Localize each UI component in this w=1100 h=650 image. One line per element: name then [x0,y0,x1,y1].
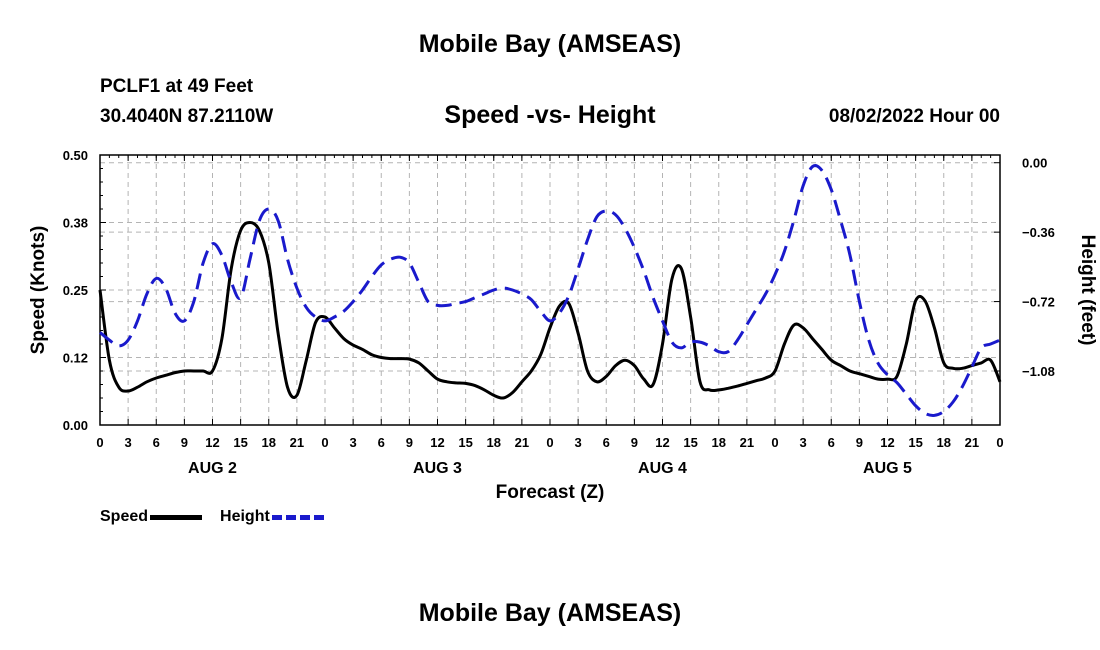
axis-ticks [99,154,1001,426]
x-tick-label: 9 [406,435,413,450]
coordinates-label: 30.4040N 87.2110W [100,106,274,127]
x-tick-label: 6 [603,435,610,450]
x-tick-label: 6 [153,435,160,450]
x-tick-label: 12 [880,435,894,450]
x-tick-label: 18 [487,435,501,450]
chart-main-title-bottom: Mobile Bay (AMSEAS) [418,599,682,627]
day-label: AUG 4 [638,460,687,477]
x-tick-label: 0 [546,435,553,450]
day-label: AUG 5 [863,460,912,477]
x-tick-label: 0 [321,435,328,450]
x-tick-label: 21 [740,435,754,450]
x-tick-label: 12 [655,435,669,450]
x-tick-label: 15 [233,435,247,450]
x-axis-title: Forecast (Z) [495,482,605,503]
forecast-datetime: 08/02/2022 Hour 00 [828,106,1000,127]
y-tick-label: 0.25 [63,283,88,298]
y-tick-label: 0.12 [63,351,88,366]
x-tick-label: 9 [181,435,188,450]
x-tick-label: 9 [631,435,638,450]
x-tick-label: 3 [800,435,807,450]
x-tick-label: 0 [771,435,778,450]
y2-axis-title: Height (feet) [1077,235,1098,346]
x-tick-label: 18 [262,435,276,450]
day-label: AUG 3 [413,460,462,477]
legend-speed: Speed [100,508,203,526]
height-series-line [99,164,1001,417]
legend-height-label: Height [220,508,270,525]
x-tick-label: 12 [430,435,444,450]
x-tick-label: 15 [683,435,697,450]
x-tick-label: 21 [965,435,979,450]
x-tick-label: 0 [96,435,103,450]
y-tick-label: 0.00 [63,418,88,433]
y-tick-label: 0.50 [63,148,88,163]
x-tick-label: 6 [378,435,385,450]
y2-tick-label: 0.00 [1022,156,1047,171]
chart-main-title: Mobile Bay (AMSEAS) [418,30,682,58]
x-tick-label: 15 [458,435,472,450]
legend-height-swatch [271,514,324,520]
chart-legend: Speed Height [100,508,342,526]
speed-series-line [98,221,1002,400]
x-tick-label: 21 [515,435,529,450]
y2-tick-label: −0.36 [1022,225,1055,240]
x-tick-label: 0 [996,435,1003,450]
axis-tick-labels: 0 3 6 9 12 15 18 21 0 3 6 9 12 15 18 21 0 3 6 9 12 15 18 21 0 3 6 9… [63,148,1055,477]
x-tick-label: 3 [350,435,357,450]
x-tick-label: 12 [205,435,219,450]
legend-speed-label: Speed [100,508,149,525]
x-tick-label: 21 [290,435,304,450]
series-lines [98,164,1002,417]
y-tick-label: 0.38 [63,216,88,231]
legend-height: Height [220,508,324,526]
y-axis-title: Speed (Knots) [28,226,49,355]
x-tick-label: 18 [712,435,726,450]
x-tick-label: 18 [937,435,951,450]
x-tick-label: 15 [908,435,922,450]
station-label: PCLF1 at 49 Feet [100,76,254,97]
x-tick-label: 3 [575,435,582,450]
day-label: AUG 2 [188,460,237,477]
x-tick-label: 9 [856,435,863,450]
x-tick-label: 3 [125,435,132,450]
chart-subtitle: Speed -vs- Height [444,101,656,129]
y2-tick-label: −1.08 [1022,364,1055,379]
y2-tick-label: −0.72 [1022,295,1055,310]
x-tick-label: 6 [828,435,835,450]
legend-speed-swatch [150,514,203,520]
